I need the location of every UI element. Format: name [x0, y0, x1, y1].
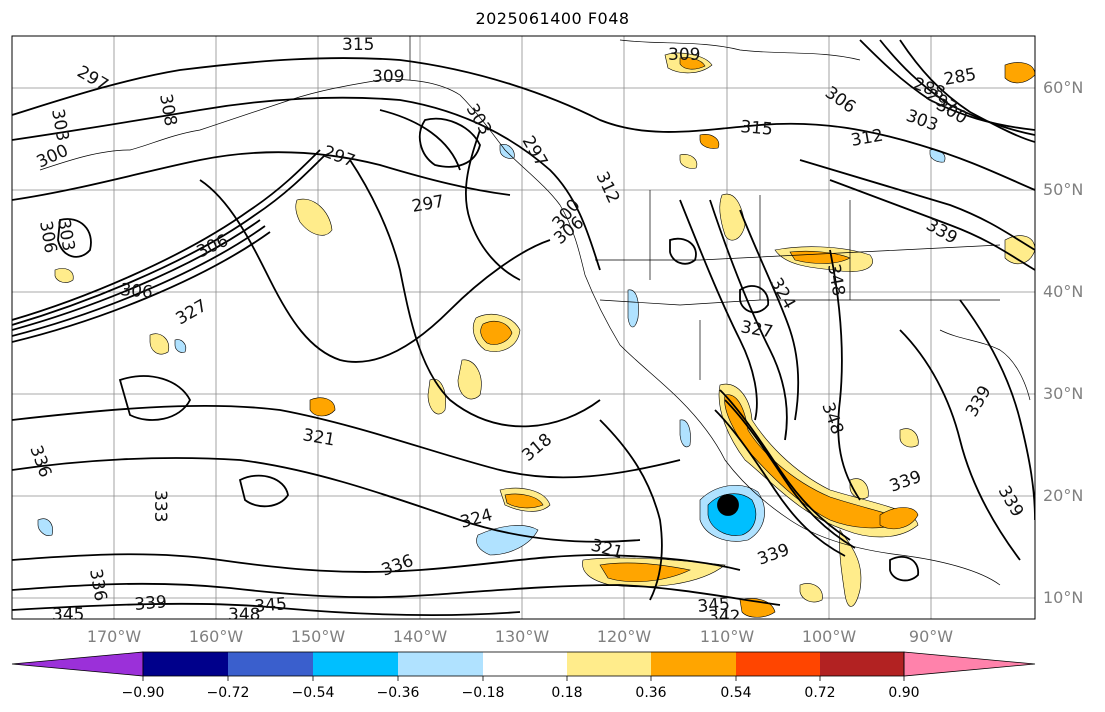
colorbar-tick-label: −0.54 [292, 685, 335, 701]
colorbar-under-arrow [11, 651, 144, 677]
colorbar-segment [651, 652, 736, 676]
colorbar-segment [483, 652, 567, 676]
contour-label: 345 [697, 594, 731, 617]
lon-label: 160°W [189, 627, 244, 646]
contour-label: 333 [150, 490, 170, 522]
contour-label: 348 [228, 605, 260, 625]
map-frame [11, 35, 1036, 620]
contour-label: 342 [708, 607, 740, 627]
longitude-labels: 170°W 160°W 150°W 140°W 130°W 120°W 110°… [87, 627, 953, 646]
colorbar-tick-label: 0.72 [804, 685, 835, 701]
lon-label: 90°W [909, 627, 953, 646]
lon-label: 120°W [597, 627, 652, 646]
lat-label: 30°N [1043, 384, 1083, 403]
lon-label: 110°W [700, 627, 755, 646]
contour-label: 345 [52, 605, 84, 625]
colorbar-segment [228, 652, 313, 676]
lat-label: 40°N [1043, 282, 1083, 301]
colorbar-tick-label: 0.36 [635, 685, 666, 701]
lon-label: 170°W [87, 627, 142, 646]
lon-label: 130°W [495, 627, 550, 646]
contour-label: 345 [254, 594, 288, 617]
latitude-labels: 60°N 50°N 40°N 30°N 20°N 10°N [1043, 78, 1083, 607]
colorbar-segment [313, 652, 398, 676]
colorbar-tick-label: 0.18 [551, 685, 582, 701]
contour-label: 339 [134, 592, 168, 615]
lat-label: 50°N [1043, 180, 1083, 199]
contour-label: 315 [740, 117, 774, 140]
contour-lines [12, 39, 1035, 617]
coastlines [39, 36, 1031, 586]
colorbar-tick-label: 0.90 [888, 685, 919, 701]
colorbar-tick-label: −0.18 [462, 685, 505, 701]
colorbar-segment [398, 652, 483, 676]
lat-label: 10°N [1043, 588, 1083, 607]
map-panel: 315 309 309 297 308 303 300 297 297 306 … [12, 35, 1035, 627]
colorbar-tick-label: −0.72 [207, 685, 250, 701]
lon-label: 150°W [291, 627, 346, 646]
colorbar-segment [820, 652, 904, 676]
lon-label: 100°W [802, 627, 857, 646]
colorbar-over-arrow [903, 651, 1036, 677]
lon-label: 140°W [393, 627, 448, 646]
colorbar: −0.90 −0.72 −0.54 −0.36 −0.18 0.18 0.36 … [11, 651, 1036, 701]
contour-label: 315 [342, 35, 374, 55]
colorbar-segment [143, 652, 228, 676]
colorbar-segment [567, 652, 651, 676]
map-title: 2025061400 F048 [475, 9, 630, 28]
colorbar-tick-label: −0.36 [377, 685, 420, 701]
lat-label: 60°N [1043, 78, 1083, 97]
colorbar-tick-label: 0.54 [720, 685, 751, 701]
colorbar-segment [736, 652, 820, 676]
contour-label: 309 [668, 45, 700, 65]
lat-label: 20°N [1043, 486, 1083, 505]
colorbar-tick-label: −0.90 [122, 685, 165, 701]
contour-label: 306 [120, 280, 154, 303]
contour-label: 309 [372, 67, 404, 87]
